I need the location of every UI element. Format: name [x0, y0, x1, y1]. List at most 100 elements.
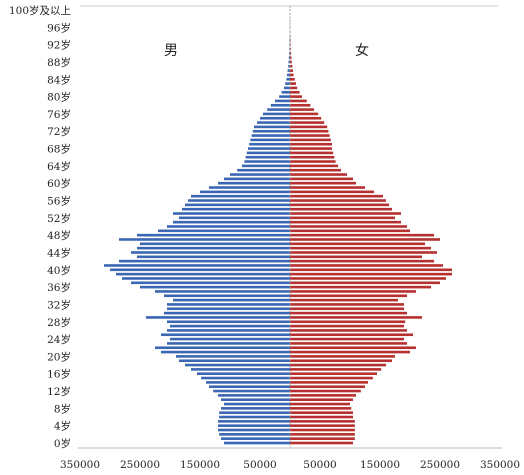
- male-bar-age-31: [167, 307, 290, 311]
- male-bar-age-27: [170, 324, 290, 328]
- male-bar-age-65: [244, 160, 290, 163]
- male-bar-age-39: [116, 272, 290, 276]
- male-bar-age-2: [219, 433, 290, 436]
- male-bar-age-35: [155, 290, 290, 293]
- x-tick-label: 250000: [120, 459, 160, 471]
- male-bar-age-60: [218, 181, 290, 185]
- female-bar-age-90: [290, 52, 292, 55]
- female-bar-age-56: [290, 199, 386, 202]
- male-bar-age-43: [137, 255, 290, 259]
- male-bar-age-46: [140, 242, 290, 246]
- female-bar-age-25: [290, 333, 413, 337]
- age-tick-label: 96岁: [47, 21, 71, 34]
- male-bar-age-54: [182, 207, 290, 211]
- female-bar-age-31: [290, 307, 404, 311]
- female-bar-age-68: [290, 147, 332, 150]
- male-bar-age-4: [218, 424, 290, 427]
- male-bar-age-87: [288, 64, 290, 68]
- female-bar-age-36: [290, 285, 431, 289]
- female-bar-age-54: [290, 207, 392, 211]
- female-bar-age-63: [290, 168, 341, 172]
- male-bar-age-53: [173, 212, 290, 215]
- female-bar-age-70: [290, 138, 331, 142]
- male-bar-age-22: [155, 346, 290, 350]
- age-tick-label: 20岁: [47, 350, 71, 363]
- female-bar-age-40: [290, 268, 452, 272]
- female-bar-age-52: [290, 216, 395, 220]
- male-bar-age-51: [173, 220, 290, 224]
- age-tick-label: 40岁: [47, 264, 71, 277]
- male-bar-age-14: [206, 381, 290, 384]
- age-tick-label: 92岁: [47, 39, 71, 52]
- female-bar-age-4: [290, 424, 355, 427]
- female-bar-age-6: [290, 415, 353, 419]
- male-bar-age-17: [191, 368, 290, 371]
- female-bar-age-44: [290, 251, 437, 254]
- female-bar-age-71: [290, 134, 330, 137]
- female-bar-age-1: [290, 437, 355, 440]
- male-bar-age-12: [213, 389, 290, 393]
- male-bar-age-81: [281, 90, 290, 94]
- female-bar-age-72: [290, 129, 329, 133]
- female-bar-age-18: [290, 363, 386, 367]
- male-bar-age-71: [251, 134, 290, 137]
- male-bar-age-74: [257, 121, 290, 124]
- female-bar-age-17: [290, 368, 382, 371]
- age-tick-label: 0岁: [54, 437, 71, 450]
- female-bar-age-7: [290, 411, 353, 414]
- female-bar-age-50: [290, 225, 407, 228]
- female-bar-age-42: [290, 259, 434, 263]
- x-tick-label: 150000: [360, 459, 400, 471]
- male-bar-age-85: [287, 73, 290, 77]
- male-bar-age-80: [279, 95, 290, 98]
- female-bar-age-86: [290, 69, 293, 72]
- female-bar-age-33: [290, 298, 398, 302]
- x-tick-label: 50000: [243, 459, 276, 471]
- male-bar-age-75: [260, 116, 290, 120]
- male-bar-age-34: [164, 294, 290, 298]
- male-bar-age-50: [167, 225, 290, 228]
- male-bar-age-76: [263, 112, 290, 116]
- male-bar-age-59: [209, 186, 290, 189]
- female-bar-age-39: [290, 272, 452, 276]
- female-bar-age-69: [290, 142, 332, 146]
- male-bar-age-68: [248, 147, 290, 150]
- female-bar-age-43: [290, 255, 422, 259]
- male-bar-age-13: [209, 385, 290, 389]
- male-bar-age-49: [158, 229, 290, 233]
- male-bar-age-18: [185, 363, 290, 367]
- female-bar-age-30: [290, 311, 407, 315]
- age-tick-label: 24岁: [47, 333, 71, 346]
- male-bar-age-37: [131, 281, 290, 285]
- female-bar-age-29: [290, 316, 422, 319]
- male-bar-age-10: [221, 398, 290, 401]
- x-tick-labels: 350000 250000 150000 50000 50000 150000 250000…: [60, 459, 520, 471]
- female-bar-age-83: [290, 82, 296, 85]
- female-bar-age-10: [290, 398, 353, 401]
- age-tick-label: 12岁: [47, 385, 71, 398]
- female-bar-age-15: [290, 376, 373, 380]
- male-bar-age-88: [288, 60, 290, 64]
- male-bar-age-52: [179, 216, 290, 220]
- x-tick-label: 350000: [60, 459, 100, 471]
- male-bar-age-82: [284, 86, 290, 90]
- male-bar-age-67: [246, 151, 290, 155]
- female-bar-age-35: [290, 290, 416, 293]
- female-bar-age-23: [290, 342, 407, 345]
- male-bar-age-15: [201, 376, 290, 380]
- female-bar-age-82: [290, 86, 298, 90]
- male-bar-age-70: [250, 138, 290, 142]
- female-bar-age-0: [290, 441, 353, 445]
- female-bar-age-89: [290, 56, 292, 59]
- female-bar-age-32: [290, 303, 404, 306]
- male-bar-age-1: [221, 437, 290, 440]
- female-bar-age-74: [290, 121, 325, 124]
- male-bar-age-29: [146, 316, 290, 319]
- male-bar-age-47: [119, 238, 290, 241]
- age-tick-label: 4岁: [54, 420, 71, 433]
- female-bar-age-85: [290, 73, 294, 77]
- male-bar-age-28: [167, 320, 290, 324]
- female-bar-age-28: [290, 320, 406, 324]
- female-bar-age-2: [290, 433, 355, 436]
- age-tick-label: 16岁: [47, 368, 71, 381]
